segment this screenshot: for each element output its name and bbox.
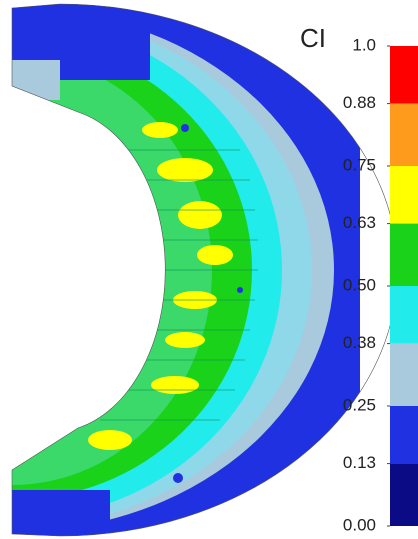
tick-label: 0.25 xyxy=(343,395,376,414)
contour-body xyxy=(12,4,360,536)
tick-label: 0.63 xyxy=(343,213,376,232)
tick-label: 0.13 xyxy=(343,453,376,472)
colorbar-band xyxy=(390,406,418,464)
colorbar-band xyxy=(390,166,418,224)
tick-label: 0.38 xyxy=(343,333,376,352)
tick-label: 1.0 xyxy=(352,35,376,54)
colorbar-band xyxy=(390,343,418,406)
colorbar-band xyxy=(390,46,418,104)
colorbar-band xyxy=(390,463,418,526)
colorbar-band xyxy=(390,223,418,286)
colorbar: 1.0 0.88 0.75 0.63 0.50 0.38 0.25 0.13 0.00 xyxy=(343,35,418,534)
outline xyxy=(11,3,398,537)
tick-label: 0.88 xyxy=(343,93,376,112)
tick-label: 0.50 xyxy=(343,275,376,294)
colorbar-title: CI xyxy=(300,23,326,53)
tick-label: 0.00 xyxy=(343,515,376,534)
colorbar-band xyxy=(390,286,418,344)
colorbar-band xyxy=(390,103,418,166)
tick-label: 0.75 xyxy=(343,155,376,174)
